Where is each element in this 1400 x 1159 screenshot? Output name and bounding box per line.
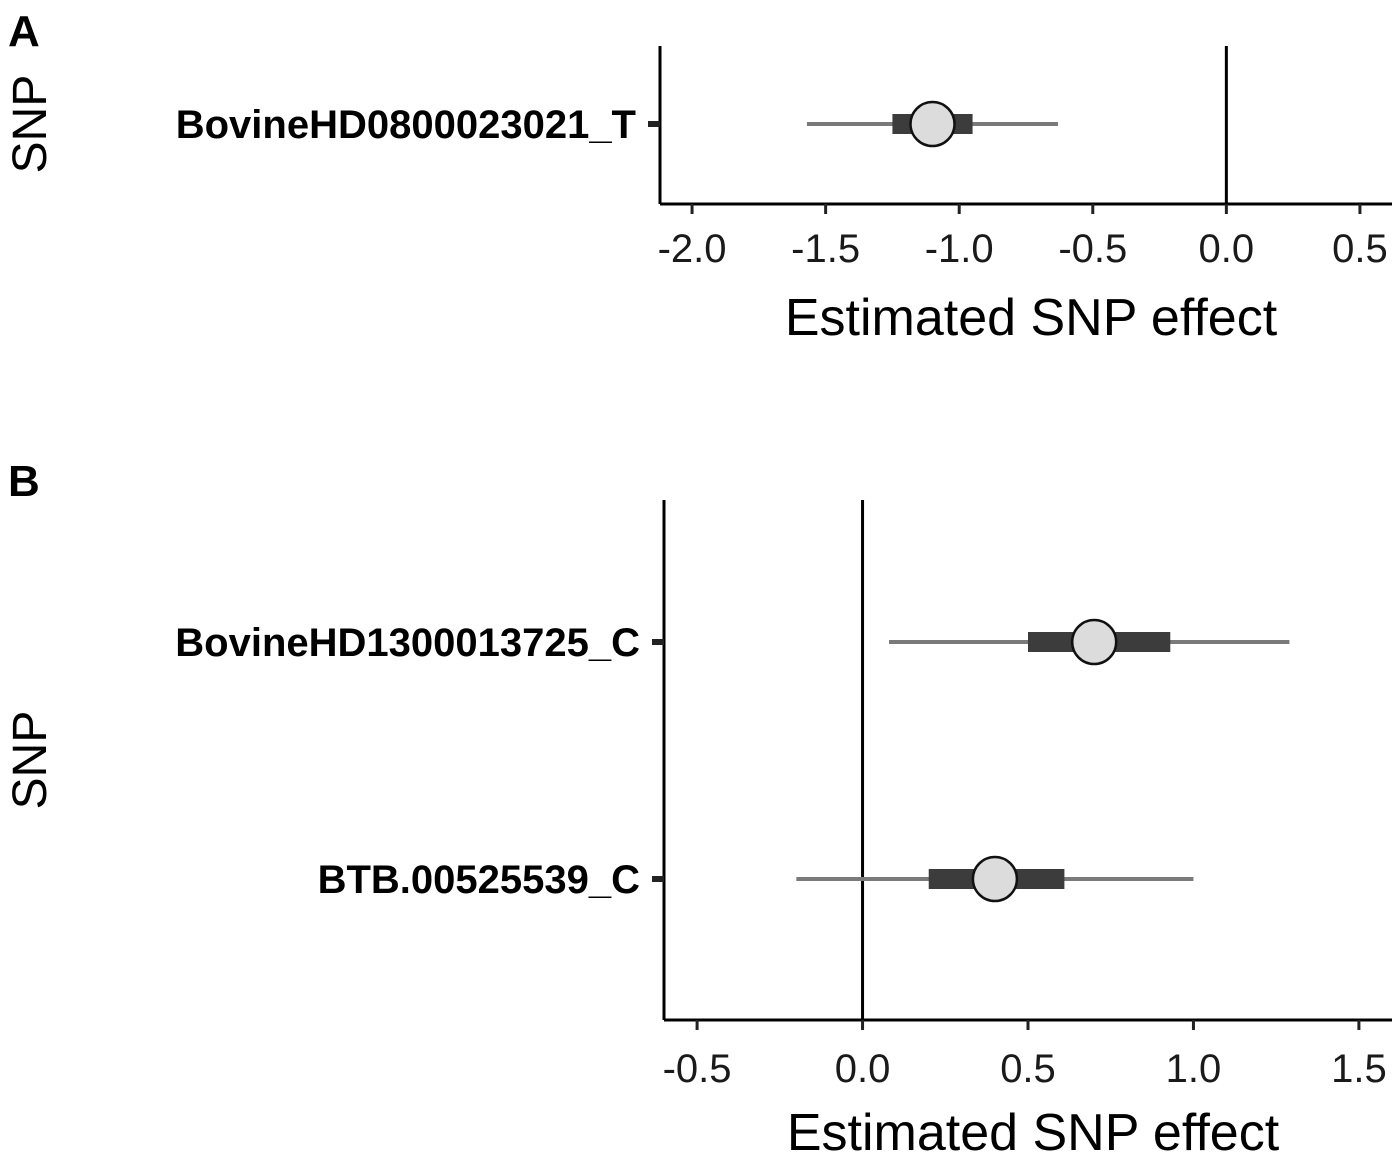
x-axis-title: Estimated SNP effect [787,1104,1280,1159]
point-estimate [909,100,956,148]
x-tick-label: -0.5 [663,1047,732,1091]
panel-a: A SNP -2.0 -1.5 -1.0 -0.5 0.0 0.5 Estimated SNP … [4,7,1392,347]
x-tick-label: 0.0 [835,1047,891,1091]
y-axis-title: SNP [4,711,57,810]
x-tick-label: -0.5 [1058,227,1127,271]
x-tick-label: -1.0 [925,227,994,271]
point-estimate [971,855,1019,903]
y-axis-title: SNP [4,75,57,174]
panel-label: A [8,7,40,56]
point-estimate [1070,618,1118,666]
x-axis-title: Estimated SNP effect [785,289,1278,347]
panel-label: B [8,457,40,506]
snp-label: BovineHD0800023021_T [176,103,636,147]
x-tick-label: 1.5 [1331,1047,1387,1091]
x-tick-label: 0.5 [1332,227,1388,271]
x-tick-label: -2.0 [658,227,727,271]
panel-b: B SNP -0.5 0.0 0.5 1.0 1.5 Estimated SNP effect… [4,457,1392,1159]
x-tick-label: 0.5 [1000,1047,1056,1091]
snp-label: BovineHD1300013725_C [175,621,640,665]
x-tick-label: -1.5 [791,227,860,271]
x-tick-label: 0.0 [1199,227,1255,271]
x-tick-label: 1.0 [1166,1047,1222,1091]
snp-label: BTB.00525539_C [318,858,640,902]
